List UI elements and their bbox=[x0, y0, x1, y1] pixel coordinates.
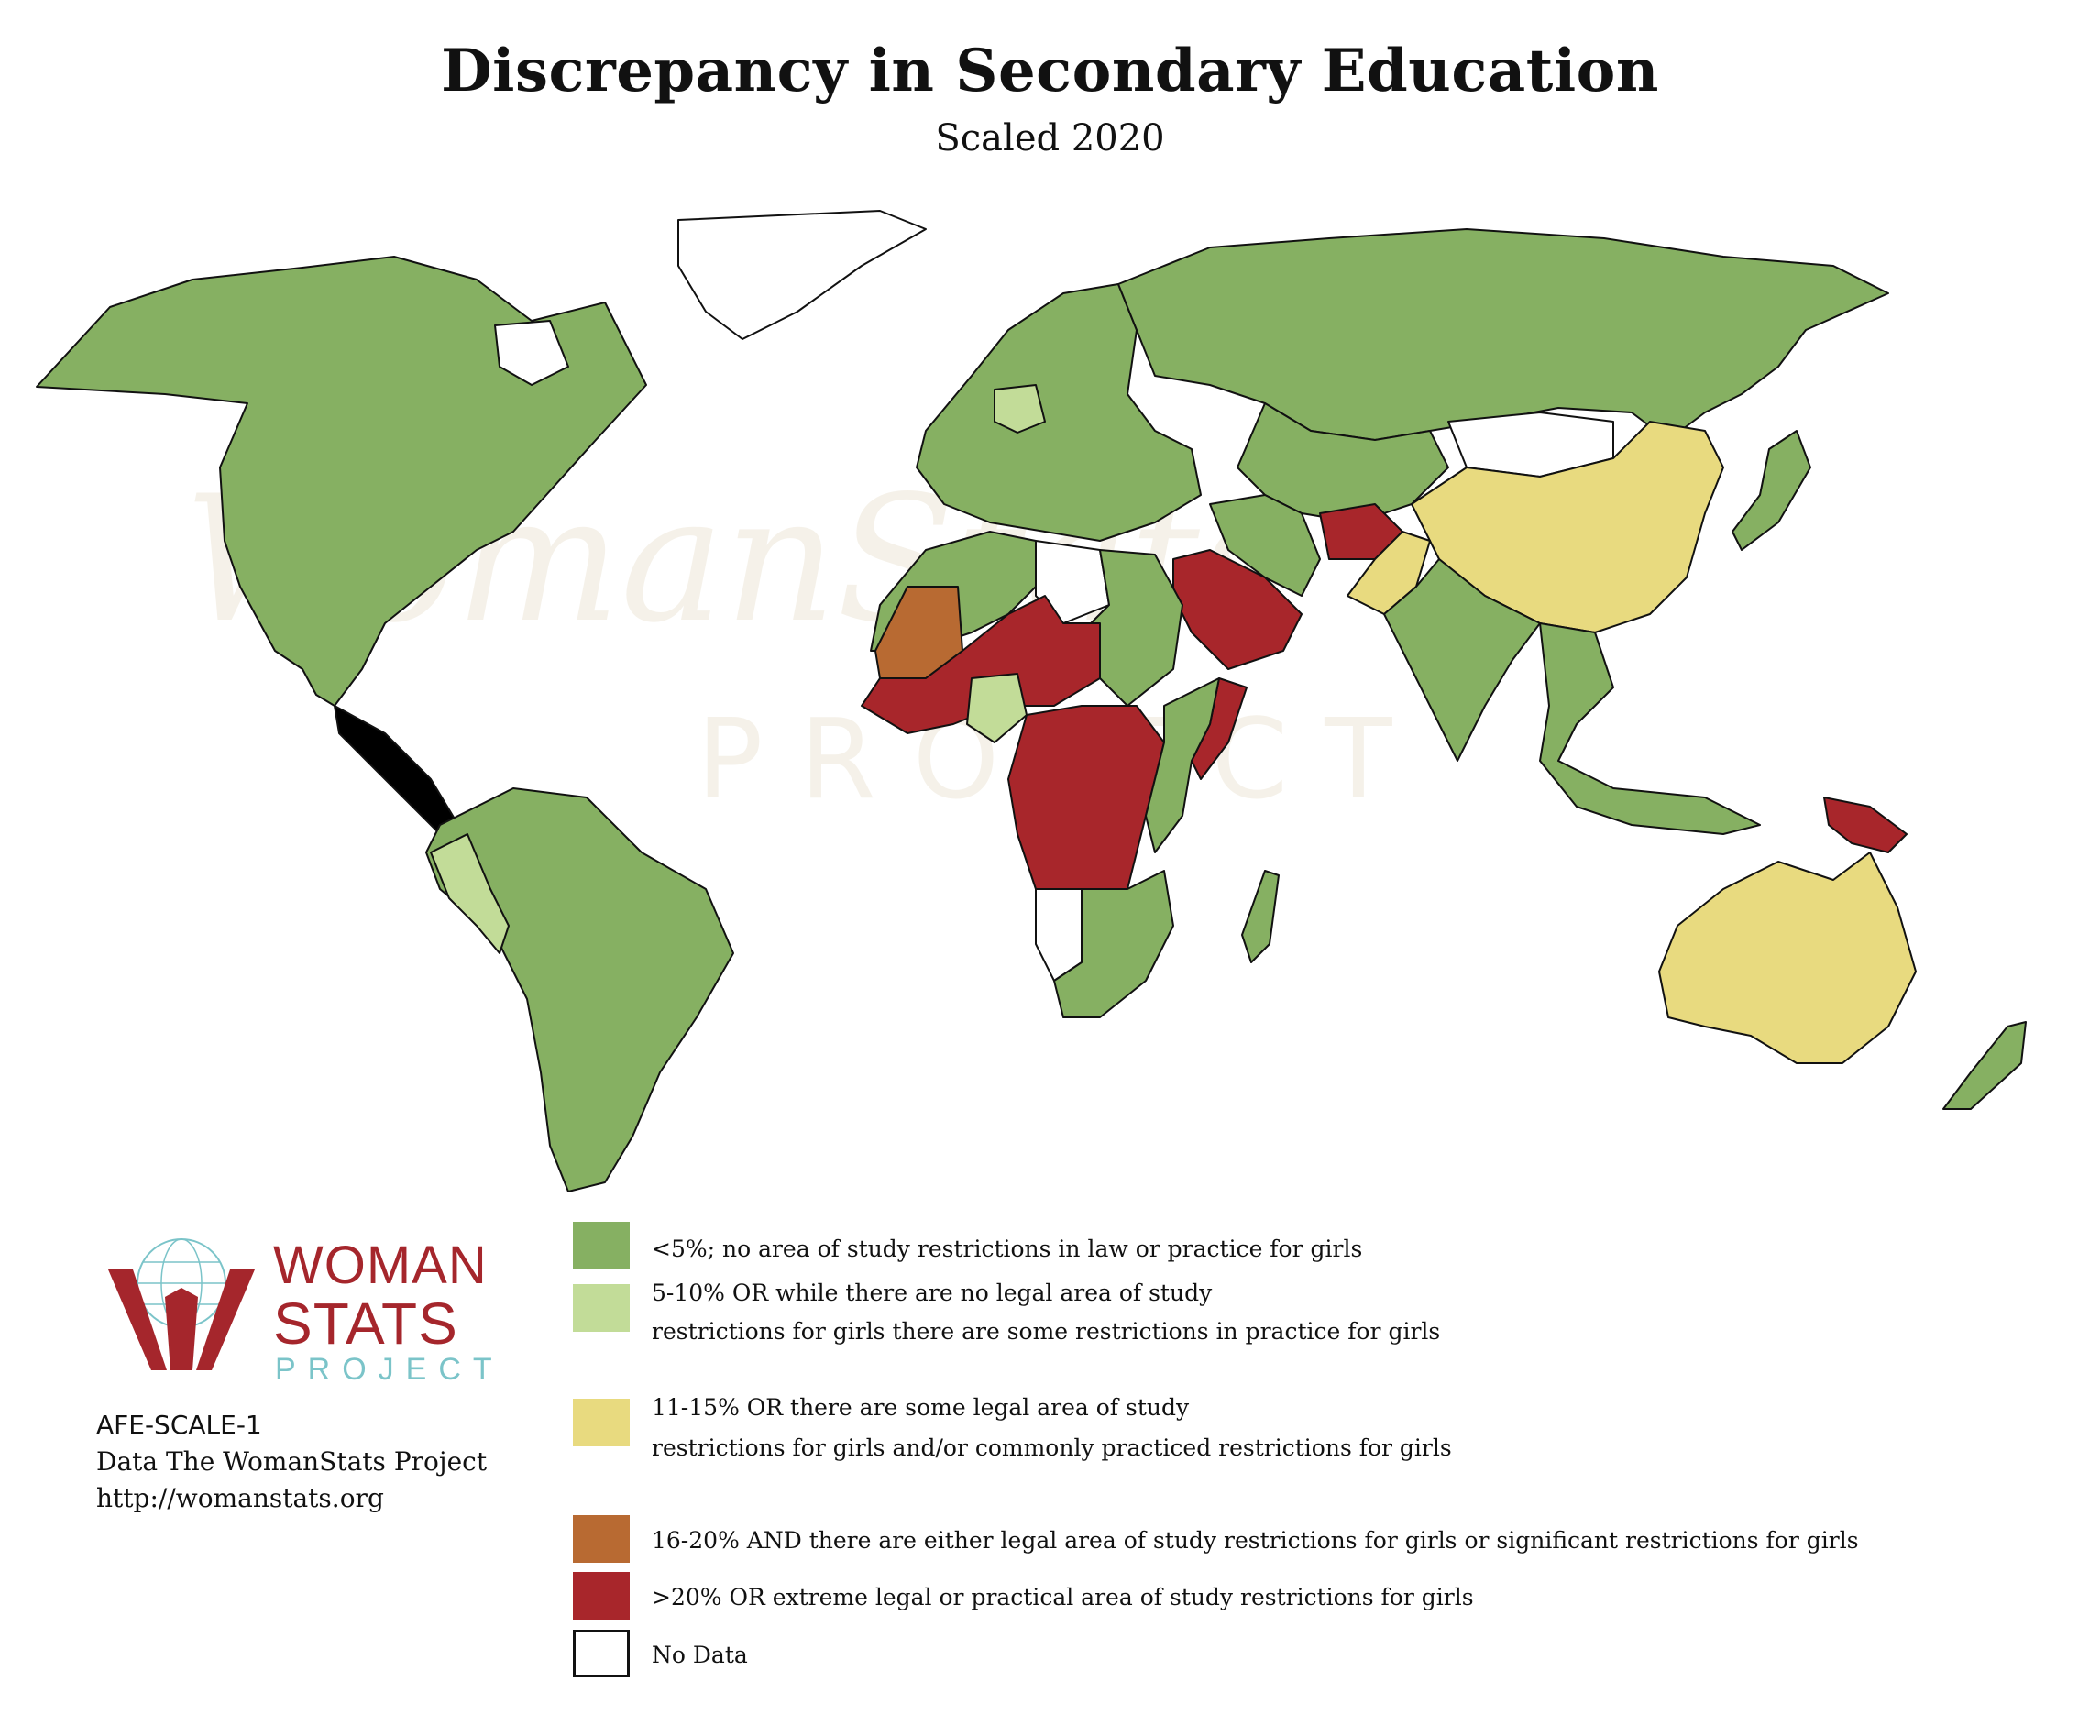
region-europe bbox=[916, 283, 1202, 542]
region-southeast-asia bbox=[1539, 622, 1761, 835]
region-india bbox=[1383, 558, 1541, 762]
region-australia bbox=[1658, 852, 1917, 1064]
legend-swatch-yellow bbox=[573, 1399, 630, 1446]
region-iran bbox=[1209, 494, 1321, 597]
legend-label-yellow-1: 11-15% OR there are some legal area of s… bbox=[652, 1394, 1190, 1421]
region-sudan bbox=[1090, 549, 1183, 707]
region-new-zealand bbox=[1942, 1021, 2027, 1110]
region-japan bbox=[1732, 430, 1811, 551]
region-north-america bbox=[36, 256, 647, 707]
womanstats-logo: WOMAN STATS PROJECT bbox=[101, 1233, 492, 1389]
logo-woman: WOMAN bbox=[273, 1236, 488, 1295]
region-russia bbox=[1117, 228, 1889, 441]
logo-stats: STATS bbox=[273, 1291, 458, 1357]
region-madagascar bbox=[1241, 870, 1280, 963]
region-greenland bbox=[677, 210, 927, 340]
legend-label-light-green-2: restrictions for girls there are some re… bbox=[652, 1318, 1441, 1345]
region-central-africa bbox=[1007, 705, 1165, 890]
logo-project: PROJECT bbox=[275, 1352, 504, 1387]
source-url[interactable]: http://womanstats.org bbox=[96, 1483, 384, 1513]
legend-swatch-orange bbox=[573, 1515, 630, 1563]
region-libya bbox=[1035, 540, 1110, 624]
legend-swatch-red bbox=[573, 1572, 630, 1620]
legend-label-light-green-1: 5-10% OR while there are no legal area o… bbox=[652, 1280, 1213, 1306]
world-map bbox=[36, 210, 2027, 1192]
source-block: AFE-SCALE-1 Data The WomanStats Project … bbox=[96, 1407, 487, 1517]
region-papua-new-guinea bbox=[1823, 797, 1908, 853]
region-central-america bbox=[334, 705, 459, 835]
globe-hands-icon bbox=[108, 1238, 255, 1370]
map-title: Discrepancy in Secondary Education bbox=[441, 37, 1659, 105]
legend-label-orange: 16-20% AND there are either legal area o… bbox=[652, 1527, 1859, 1554]
legend-label-yellow-2: restrictions for girls and/or commonly p… bbox=[652, 1434, 1452, 1461]
legend-swatch-no-data bbox=[573, 1630, 630, 1677]
region-hudson-bay bbox=[494, 320, 569, 386]
region-nigeria bbox=[966, 673, 1028, 743]
scale-code: AFE-SCALE-1 bbox=[96, 1410, 262, 1440]
legend-label-red: >20% OR extreme legal or practical area … bbox=[652, 1584, 1474, 1610]
region-southern-africa bbox=[1053, 870, 1174, 1018]
region-sahel bbox=[861, 595, 1101, 734]
region-germany bbox=[994, 384, 1046, 434]
map-subtitle: Scaled 2020 bbox=[935, 117, 1165, 159]
legend-label-no-data: No Data bbox=[652, 1642, 748, 1668]
legend-label-green: <5%; no area of study restrictions in la… bbox=[652, 1236, 1363, 1262]
region-peru bbox=[430, 833, 510, 954]
region-east-africa bbox=[1145, 677, 1220, 853]
legend-swatch-light-green bbox=[573, 1284, 630, 1332]
source-credit: Data The WomanStats Project bbox=[96, 1446, 488, 1477]
legend-swatch-green bbox=[573, 1222, 630, 1269]
